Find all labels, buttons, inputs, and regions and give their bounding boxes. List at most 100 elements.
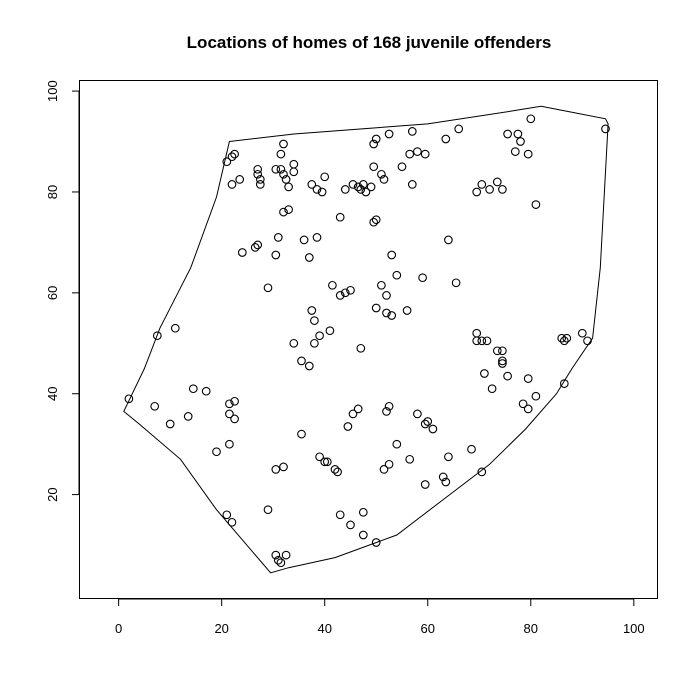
data-point [356,185,366,194]
chart-title: Locations of homes of 168 juvenile offen… [187,33,552,52]
data-point [289,159,299,169]
data-point [583,336,592,346]
y-tick-label: 80 [45,185,60,199]
data-point [516,137,525,146]
data-point [289,338,299,348]
data-point [320,172,330,182]
data-point [397,162,407,172]
data-point [387,311,397,320]
data-point [418,273,427,283]
data-point [225,439,234,449]
data-point [371,538,381,547]
data-point [335,510,345,520]
x-tick-label: 60 [421,621,435,636]
data-point [361,187,371,197]
data-point [467,444,476,454]
data-point [420,419,430,429]
data-point [322,457,332,467]
data-point [498,356,507,366]
data-point [340,288,350,298]
data-point [150,401,160,411]
data-point [227,152,237,162]
data-point [284,205,293,214]
data-point [279,207,288,217]
x-tick-label: 80 [524,621,538,636]
data-point [382,291,391,300]
data-point [369,162,379,172]
data-point [237,248,247,257]
data-point [273,555,283,565]
data-point [492,177,502,187]
data-point [384,459,394,469]
data-point [369,139,379,149]
data-point [320,457,330,467]
data-point [325,326,335,336]
data-point [276,164,286,174]
data-point [253,240,263,250]
y-tick-label: 40 [45,386,60,400]
x-axis: 0 20 40 60 80 100 [115,598,645,636]
data-point [472,336,482,346]
y-tick-label: 60 [45,286,60,300]
data-point [188,384,198,394]
data-point [255,175,265,184]
data-point [384,129,394,139]
data-point [523,149,533,159]
convex-hull-line [123,105,609,574]
data-point [222,510,232,520]
data-point [271,550,281,560]
data-point [353,404,363,414]
data-point [482,336,492,346]
data-point [276,558,286,568]
data-point [263,283,273,293]
data-point [279,139,288,149]
data-point [523,374,533,383]
data-point [392,439,402,449]
data-point [340,185,350,194]
data-point [405,454,415,464]
data-point [441,134,451,144]
data-point [281,550,291,560]
data-point [312,185,322,194]
data-point [227,517,237,527]
data-point [346,285,355,295]
data-point [485,185,494,194]
data-point [503,129,512,139]
data-point [407,127,417,136]
data-point [255,180,265,189]
data-point [513,129,523,139]
data-point [310,316,319,325]
data-point [124,394,134,404]
y-tick-label: 100 [45,80,60,102]
data-point [562,333,572,343]
data-point [498,185,507,194]
data-point [477,336,487,346]
data-point [601,124,610,134]
x-tick-label: 0 [115,621,122,636]
data-point [335,212,345,222]
data-point [299,235,309,245]
data-point [523,404,533,414]
data-point [407,180,417,189]
data-point [371,303,381,313]
data-point [402,306,412,315]
data-point [297,429,306,439]
data-point [382,407,391,416]
data-point [227,180,237,189]
data-point [276,149,286,159]
data-point [503,371,512,381]
y-axis: 20 40 60 80 100 [45,80,80,502]
y-tick-label: 20 [45,487,60,501]
data-point [358,507,368,517]
data-point [498,359,507,368]
data-point [477,180,487,189]
data-point [392,270,402,280]
data-point [379,465,389,474]
data-point [225,399,234,409]
data-point [310,338,319,348]
data-point [438,472,448,482]
data-point [387,250,397,260]
data-point [377,169,386,179]
data-point [526,114,536,124]
data-point [487,384,497,394]
